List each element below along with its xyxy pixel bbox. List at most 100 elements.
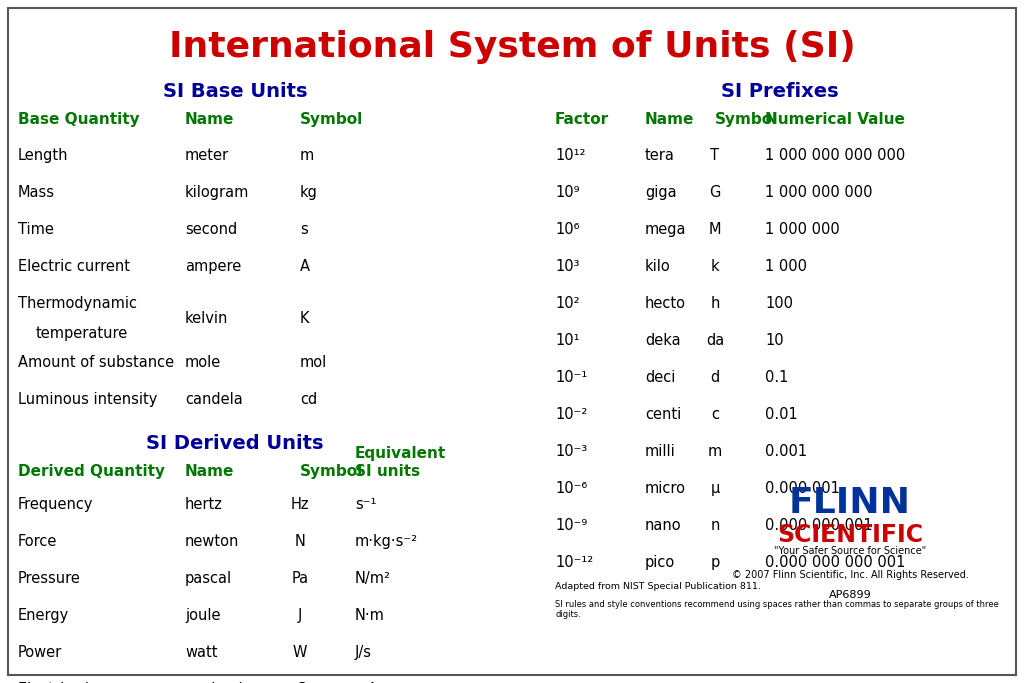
Text: 0.000 001: 0.000 001 [765,481,840,496]
Text: 1 000 000: 1 000 000 [765,222,840,237]
Text: G: G [710,185,721,200]
Text: Force: Force [18,534,57,549]
Text: Frequency: Frequency [18,497,93,512]
Text: SI Derived Units: SI Derived Units [146,434,324,454]
Text: Factor: Factor [555,112,609,127]
Text: International System of Units (SI): International System of Units (SI) [169,30,855,64]
Text: Symbol: Symbol [300,464,364,479]
Text: d: d [711,370,720,385]
Text: Pressure: Pressure [18,571,81,586]
Text: 10⁻⁶: 10⁻⁶ [555,481,587,496]
Text: J/s: J/s [355,645,372,660]
Text: candela: candela [185,392,243,407]
Text: 1 000 000 000: 1 000 000 000 [765,185,872,200]
Text: 10²: 10² [555,296,580,311]
Text: hecto: hecto [645,296,686,311]
Text: Symbol: Symbol [715,112,778,127]
Text: da: da [706,333,724,348]
Text: J: J [298,608,302,623]
Text: Numerical Value: Numerical Value [765,112,905,127]
Text: Amount of substance: Amount of substance [18,355,174,370]
Text: 1 000: 1 000 [765,259,807,274]
Text: kilo: kilo [645,259,671,274]
Text: W: W [293,645,307,660]
Text: Luminous intensity: Luminous intensity [18,392,158,407]
Text: K: K [300,311,309,326]
Text: 0.001: 0.001 [765,444,807,459]
Text: Base Quantity: Base Quantity [18,112,139,127]
Text: nano: nano [645,518,682,533]
Text: SCIENTIFIC: SCIENTIFIC [777,523,923,547]
Text: Symbol: Symbol [300,112,364,127]
Text: Name: Name [185,112,234,127]
Text: mol: mol [300,355,328,370]
Text: newton: newton [185,534,240,549]
Text: n: n [711,518,720,533]
Text: SI Base Units: SI Base Units [163,82,307,101]
Text: tera: tera [645,148,675,163]
Text: Adapted from NIST Special Publication 811.: Adapted from NIST Special Publication 81… [555,582,761,591]
Text: kilogram: kilogram [185,185,250,200]
Text: 10⁻²: 10⁻² [555,407,588,422]
Text: kelvin: kelvin [185,311,228,326]
Text: Time: Time [18,222,54,237]
Text: Mass: Mass [18,185,55,200]
Text: pascal: pascal [185,571,232,586]
Text: k: k [711,259,719,274]
Text: m·kg·s⁻²: m·kg·s⁻² [355,534,418,549]
Text: 10⁻¹²: 10⁻¹² [555,555,593,570]
Text: 10⁻¹: 10⁻¹ [555,370,587,385]
Text: m: m [708,444,722,459]
Text: 10¹: 10¹ [555,333,580,348]
Text: N/m²: N/m² [355,571,391,586]
Text: s: s [300,222,308,237]
Text: mega: mega [645,222,686,237]
Text: Equivalent: Equivalent [355,446,446,461]
Text: Name: Name [185,464,234,479]
Text: watt: watt [185,645,217,660]
Text: 10⁹: 10⁹ [555,185,580,200]
Text: 100: 100 [765,296,793,311]
Text: SI rules and style conventions recommend using spaces rather than commas to sepa: SI rules and style conventions recommend… [555,600,998,619]
Text: m: m [300,148,314,163]
Text: cd: cd [300,392,317,407]
Text: p: p [711,555,720,570]
Text: 10⁻³: 10⁻³ [555,444,587,459]
Text: h: h [711,296,720,311]
Text: coulomb: coulomb [185,682,248,683]
Text: C: C [295,682,305,683]
Text: 0.1: 0.1 [765,370,788,385]
Text: s·A: s·A [355,682,378,683]
Text: Electric current: Electric current [18,259,130,274]
Text: Length: Length [18,148,69,163]
Text: centi: centi [645,407,681,422]
Text: Energy: Energy [18,608,70,623]
Text: 0.000 000 000 001: 0.000 000 000 001 [765,555,905,570]
Text: kg: kg [300,185,317,200]
Text: μ: μ [711,481,720,496]
Text: pico: pico [645,555,675,570]
Text: N: N [295,534,305,549]
Text: A: A [300,259,310,274]
Text: "Your Safer Source for Science": "Your Safer Source for Science" [774,546,926,556]
Text: Hz: Hz [291,497,309,512]
Text: 1 000 000 000 000: 1 000 000 000 000 [765,148,905,163]
Text: AP6899: AP6899 [828,590,871,600]
Text: SI units: SI units [355,464,420,479]
Text: M: M [709,222,721,237]
Text: mole: mole [185,355,221,370]
Text: T: T [711,148,720,163]
Text: giga: giga [645,185,677,200]
Text: 10³: 10³ [555,259,580,274]
Text: joule: joule [185,608,220,623]
Text: 10⁻⁹: 10⁻⁹ [555,518,587,533]
Text: temperature: temperature [36,326,128,341]
Text: N·m: N·m [355,608,385,623]
Text: meter: meter [185,148,229,163]
Text: 10: 10 [765,333,783,348]
Text: 10⁶: 10⁶ [555,222,580,237]
Text: hertz: hertz [185,497,223,512]
Text: ampere: ampere [185,259,242,274]
Text: second: second [185,222,238,237]
Text: Power: Power [18,645,62,660]
